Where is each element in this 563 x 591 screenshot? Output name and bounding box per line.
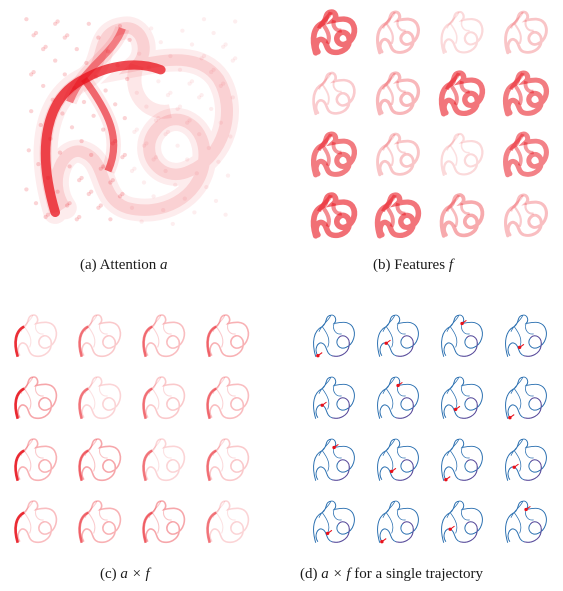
- panel-d-trajectory: [302, 307, 558, 557]
- panel-a-attention: [4, 4, 262, 244]
- trajectory-grid: [313, 314, 547, 544]
- caption-a: (a) Attention a: [80, 257, 168, 273]
- product-grid: [14, 314, 250, 544]
- panel-b-features: [302, 4, 558, 248]
- caption-d: (d) a × f for a single trajectory: [300, 566, 483, 582]
- caption-b: (b) Features f: [373, 257, 453, 273]
- attention-map: [24, 16, 239, 226]
- features-grid: [310, 9, 549, 239]
- panel-c-product: [4, 307, 260, 557]
- caption-c: (c) a × f: [100, 566, 150, 582]
